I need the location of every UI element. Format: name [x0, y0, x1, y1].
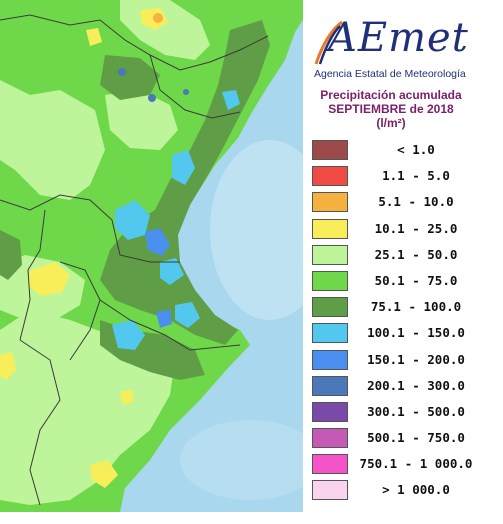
legend-swatch: [312, 349, 348, 370]
legend-row: 100.1 - 150.0: [312, 320, 478, 346]
legend-swatch: [312, 428, 348, 449]
zone-75-100-west: [0, 230, 22, 280]
legend-row: 25.1 - 50.0: [312, 242, 478, 268]
zone-5-10-spot: [153, 13, 163, 23]
legend-label: 5.1 - 10.0: [378, 194, 454, 210]
legend-list: < 1.0 1.1 - 5.0 5.1 - 10.0 10.1 - 25.0 2…: [312, 137, 478, 504]
legend-label: 100.1 - 150.0: [367, 325, 465, 341]
legend-label: 1.1 - 5.0: [382, 168, 450, 184]
legend-row: 1.1 - 5.0: [312, 163, 478, 189]
legend-label: 75.1 - 100.0: [370, 299, 462, 315]
legend-swatch: [312, 297, 348, 318]
legend-swatch: [312, 401, 348, 422]
legend-label: 200.1 - 300.0: [367, 377, 465, 393]
legend-row: 5.1 - 10.0: [312, 189, 478, 215]
legend-swatch: [312, 480, 348, 501]
zone-100-150-a: [115, 200, 150, 240]
province-boundaries: [0, 14, 269, 506]
zone-100-150-d: [175, 302, 200, 328]
title-units: (l/m²): [376, 116, 406, 130]
zone-150-200-b: [156, 310, 172, 328]
zone-25-50-west: [0, 80, 105, 200]
zone-25-50-central: [105, 90, 178, 150]
legend-row: 150.1 - 200.0: [312, 347, 478, 373]
zone-10-25-a: [28, 262, 70, 296]
legend-row: 200.1 - 300.0: [312, 373, 478, 399]
zone-100-150-f: [160, 258, 184, 285]
legend-label: 50.1 - 75.0: [374, 272, 458, 288]
legend-row: 50.1 - 75.0: [312, 268, 478, 294]
legend-row: < 1.0: [312, 137, 478, 163]
legend-swatch: [312, 244, 348, 265]
legend-swatch: [312, 454, 348, 475]
legend-row: 500.1 - 750.0: [312, 425, 478, 451]
legend-swatch: [312, 375, 348, 396]
legend-swatch: [312, 140, 348, 160]
zone-10-25-c: [0, 352, 16, 380]
zone-200-300-spot-a: [118, 68, 126, 76]
legend-row: 10.1 - 25.0: [312, 216, 478, 242]
agency-name: Agencia Estatal de Meteorología: [314, 68, 466, 80]
sea-light-patch: [210, 140, 303, 320]
map-title: Precipitación acumulada SEPTIEMBRE de 20…: [306, 88, 476, 130]
legend-row: 75.1 - 100.0: [312, 294, 478, 320]
zone-150-200-a: [145, 228, 170, 256]
sea-light-patch-south: [180, 420, 303, 500]
legend-label: < 1.0: [397, 142, 435, 157]
legend-label: 150.1 - 200.0: [367, 351, 465, 367]
zone-100-150-b: [172, 150, 195, 185]
zone-10-25-e: [86, 28, 102, 46]
legend-swatch: [312, 270, 348, 291]
legend-row: 750.1 - 1 000.0: [312, 451, 478, 477]
legend-label: 750.1 - 1 000.0: [359, 456, 473, 472]
legend-label: 25.1 - 50.0: [374, 246, 458, 262]
aemet-logo-text: AEmet: [328, 15, 469, 61]
legend-label: > 1 000.0: [382, 482, 450, 498]
zone-100-150-c: [112, 320, 145, 350]
zone-75-100-inland: [100, 55, 160, 100]
legend-label: 10.1 - 25.0: [374, 220, 458, 236]
legend-label: 300.1 - 500.0: [367, 403, 465, 419]
legend-swatch: [312, 192, 348, 213]
legend-panel: AEmet Agencia Estatal de Meteorología Pr…: [306, 0, 503, 512]
title-line-2: SEPTIEMBRE de 2018: [328, 102, 454, 116]
legend-row: > 1 000.0: [312, 477, 478, 503]
map-canvas: [0, 0, 303, 512]
aemet-swoosh-icon: [314, 20, 343, 65]
sea: [120, 0, 303, 512]
zone-10-25-b: [90, 460, 118, 488]
legend-swatch: [312, 218, 348, 239]
legend-row: 300.1 - 500.0: [312, 399, 478, 425]
legend-label: 500.1 - 750.0: [367, 430, 465, 446]
zone-200-300-spot-c: [183, 89, 189, 95]
zone-10-25-f: [120, 390, 134, 404]
precipitation-map: [0, 0, 303, 512]
legend-swatch: [312, 323, 348, 344]
title-line-1: Precipitación acumulada: [320, 88, 462, 102]
legend-swatch: [312, 166, 348, 187]
zone-200-300-spot-b: [148, 94, 156, 102]
aemet-logo: AEmet Agencia Estatal de Meteorología: [314, 14, 474, 86]
zone-100-150-e: [222, 90, 240, 110]
